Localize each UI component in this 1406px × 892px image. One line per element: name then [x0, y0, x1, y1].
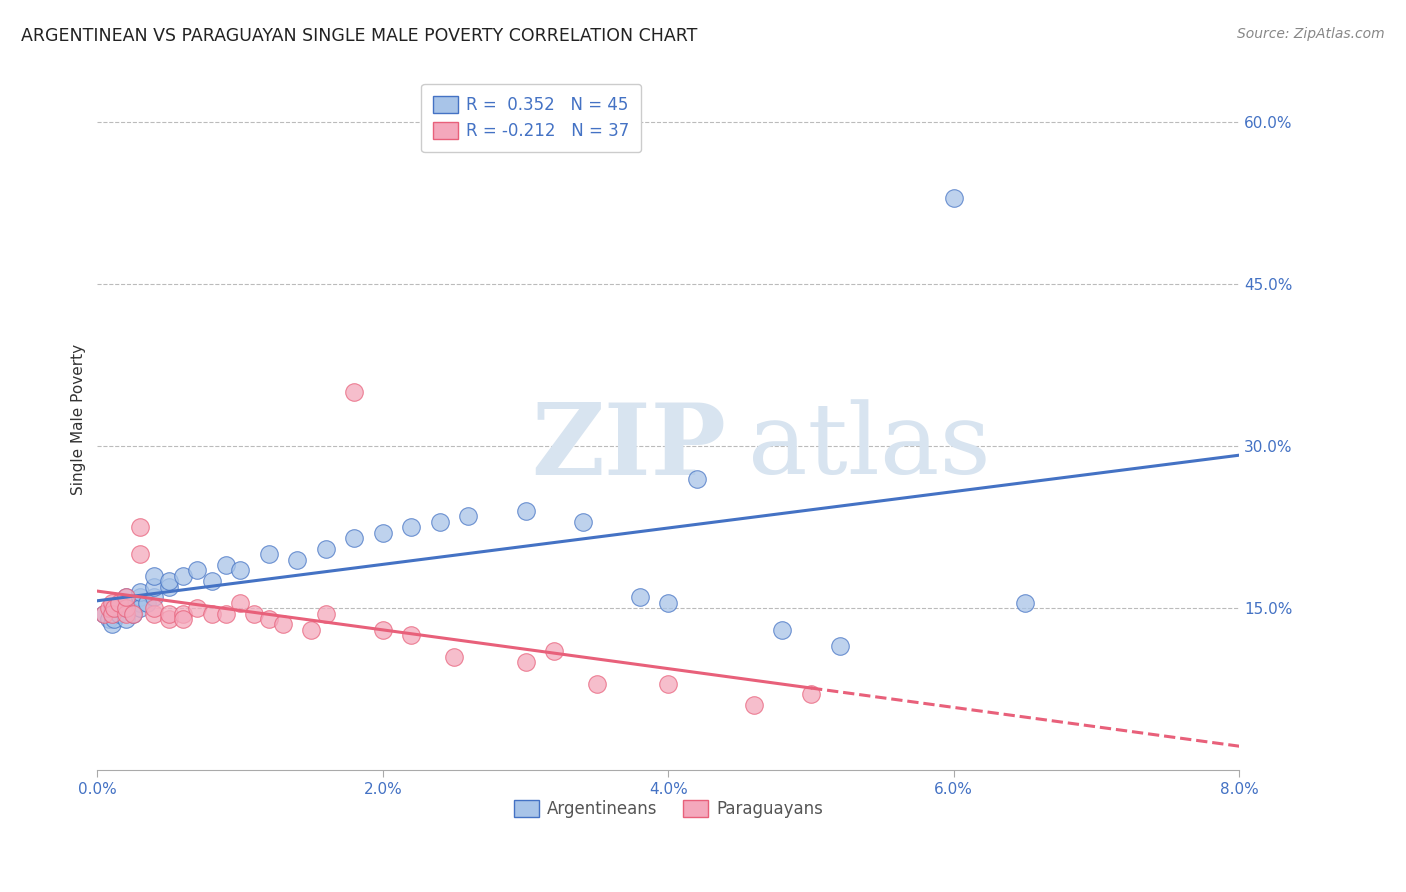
Point: [515, 655, 537, 669]
Point: [172, 568, 194, 582]
Point: [371, 525, 394, 540]
Point: [686, 472, 709, 486]
Point: [172, 607, 194, 621]
Point: [301, 623, 323, 637]
Legend: Argentineans, Paraguayans: Argentineans, Paraguayans: [508, 793, 830, 825]
Point: [107, 601, 129, 615]
Point: [115, 596, 138, 610]
Point: [186, 563, 208, 577]
Point: [628, 591, 651, 605]
Point: [143, 601, 166, 615]
Point: [229, 596, 252, 610]
Point: [103, 612, 125, 626]
Point: [543, 644, 565, 658]
Point: [107, 596, 129, 610]
Point: [172, 612, 194, 626]
Point: [115, 601, 138, 615]
Point: [200, 607, 222, 621]
Point: [129, 596, 152, 610]
Point: [143, 568, 166, 582]
Point: [100, 607, 122, 621]
Point: [100, 607, 122, 621]
Point: [401, 520, 423, 534]
Point: [97, 601, 120, 615]
Point: [136, 596, 159, 610]
Point: [93, 607, 115, 621]
Point: [571, 515, 593, 529]
Y-axis label: Single Male Poverty: Single Male Poverty: [72, 343, 86, 495]
Point: [115, 607, 138, 621]
Point: [315, 541, 337, 556]
Point: [157, 580, 180, 594]
Point: [742, 698, 765, 713]
Point: [129, 520, 152, 534]
Point: [457, 509, 479, 524]
Point: [657, 676, 679, 690]
Point: [315, 607, 337, 621]
Point: [515, 504, 537, 518]
Point: [107, 607, 129, 621]
Text: ZIP: ZIP: [531, 399, 725, 496]
Point: [129, 591, 152, 605]
Point: [157, 607, 180, 621]
Point: [115, 601, 138, 615]
Point: [257, 547, 280, 561]
Point: [186, 601, 208, 615]
Point: [129, 601, 152, 615]
Point: [942, 191, 965, 205]
Point: [657, 596, 679, 610]
Point: [100, 601, 122, 615]
Point: [103, 601, 125, 615]
Point: [271, 617, 294, 632]
Text: atlas: atlas: [748, 400, 991, 495]
Point: [772, 623, 794, 637]
Point: [143, 580, 166, 594]
Point: [143, 591, 166, 605]
Point: [115, 591, 138, 605]
Point: [215, 607, 238, 621]
Point: [129, 585, 152, 599]
Point: [129, 547, 152, 561]
Point: [100, 617, 122, 632]
Point: [586, 676, 609, 690]
Point: [443, 649, 465, 664]
Point: [243, 607, 266, 621]
Point: [229, 563, 252, 577]
Text: ARGENTINEAN VS PARAGUAYAN SINGLE MALE POVERTY CORRELATION CHART: ARGENTINEAN VS PARAGUAYAN SINGLE MALE PO…: [21, 27, 697, 45]
Point: [157, 574, 180, 589]
Point: [800, 688, 823, 702]
Text: Source: ZipAtlas.com: Source: ZipAtlas.com: [1237, 27, 1385, 41]
Point: [371, 623, 394, 637]
Point: [122, 607, 145, 621]
Point: [215, 558, 238, 572]
Point: [115, 591, 138, 605]
Point: [401, 628, 423, 642]
Point: [257, 612, 280, 626]
Point: [97, 612, 120, 626]
Point: [343, 385, 366, 400]
Point: [285, 552, 308, 566]
Point: [93, 607, 115, 621]
Point: [1014, 596, 1036, 610]
Point: [200, 574, 222, 589]
Point: [122, 607, 145, 621]
Point: [429, 515, 451, 529]
Point: [343, 531, 366, 545]
Point: [143, 607, 166, 621]
Point: [100, 596, 122, 610]
Point: [157, 612, 180, 626]
Point: [828, 639, 851, 653]
Point: [115, 612, 138, 626]
